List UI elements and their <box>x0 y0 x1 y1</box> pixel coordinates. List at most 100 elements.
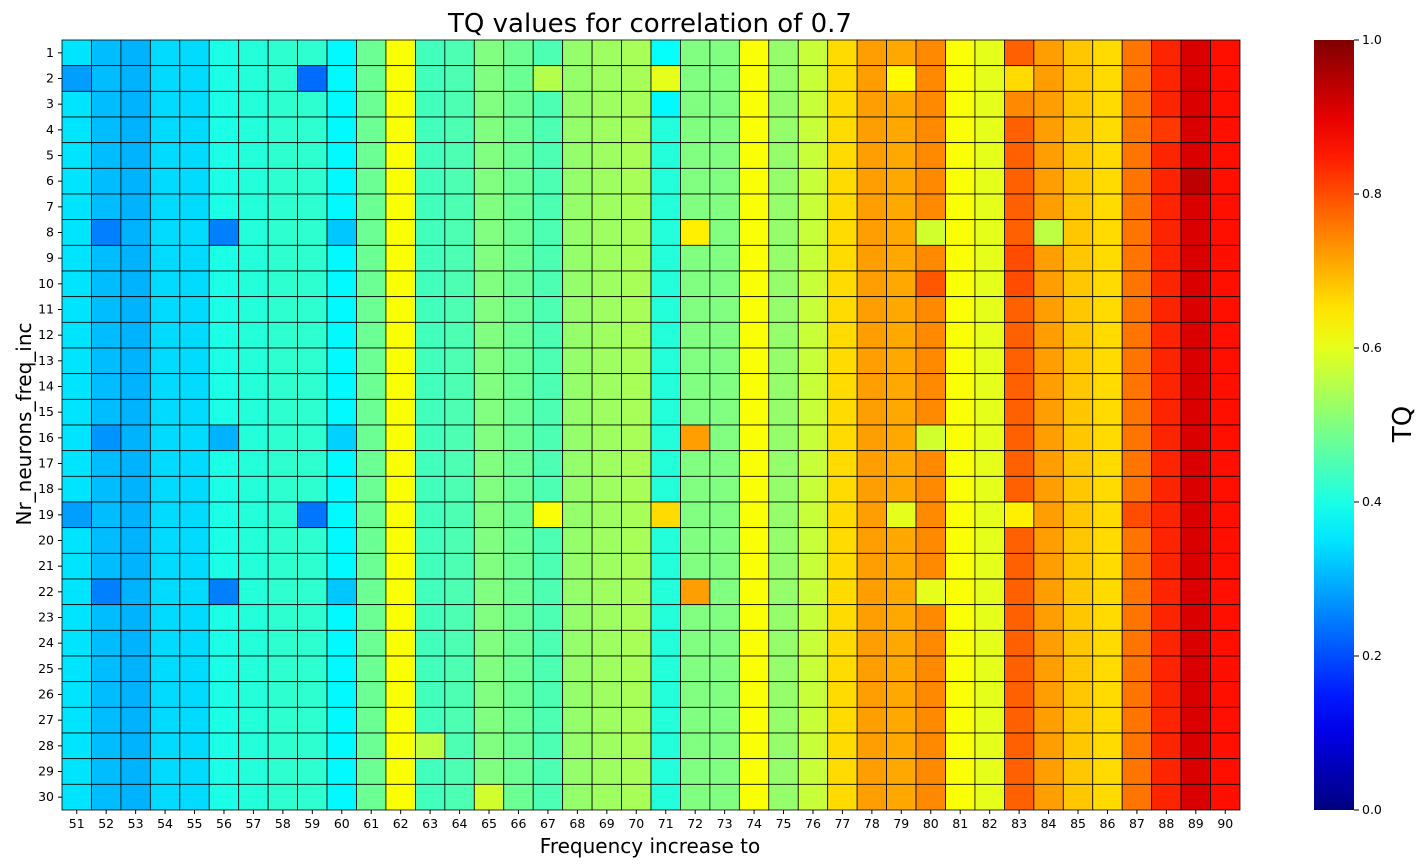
heatmap-cell <box>1121 373 1153 400</box>
heatmap-cell <box>709 732 740 760</box>
heatmap-cell <box>297 732 328 760</box>
heatmap-cell <box>238 501 269 529</box>
heatmap-cell <box>680 116 711 144</box>
y-tick-label: 16 <box>38 430 54 445</box>
heatmap-cell <box>297 681 328 708</box>
heatmap-cell <box>886 39 917 67</box>
y-tick-label: 30 <box>38 789 54 804</box>
heatmap-cell <box>385 681 416 708</box>
heatmap-cell <box>1062 219 1094 246</box>
heatmap-cell <box>738 142 770 169</box>
heatmap-cell <box>621 65 652 92</box>
y-tick-label: 15 <box>38 404 54 419</box>
heatmap-cell <box>326 398 357 426</box>
heatmap-cell <box>444 321 475 349</box>
heatmap-cell <box>238 142 269 169</box>
heatmap-cell <box>680 398 711 426</box>
heatmap-cell <box>267 706 298 734</box>
heatmap-cell <box>1180 373 1211 400</box>
heatmap-cell <box>1004 475 1035 503</box>
heatmap-cell <box>974 527 1005 554</box>
heatmap-cell <box>444 296 475 323</box>
heatmap-cell <box>414 373 446 400</box>
heatmap-cell <box>709 629 740 657</box>
heatmap-cell <box>326 321 357 349</box>
heatmap-cell <box>179 681 210 708</box>
heatmap-cell <box>1210 142 1241 169</box>
y-tick-label: 6 <box>46 173 54 188</box>
heatmap-cell <box>1062 450 1094 477</box>
heatmap-cell <box>709 296 740 323</box>
heatmap-cell <box>591 732 622 760</box>
heatmap-cell <box>974 244 1005 272</box>
heatmap-cell <box>385 142 416 169</box>
heatmap-cell <box>797 450 829 477</box>
heatmap-cell <box>1092 475 1123 503</box>
heatmap-cell <box>827 373 858 400</box>
heatmap-cell <box>680 706 711 734</box>
heatmap-cell <box>1004 758 1035 785</box>
heatmap-cell <box>1004 424 1035 452</box>
heatmap-cell <box>91 655 122 683</box>
heatmap-cell <box>179 167 210 195</box>
heatmap-cell <box>1092 39 1123 67</box>
heatmap-cell <box>179 475 210 503</box>
y-tick-label: 3 <box>46 96 54 111</box>
heatmap-cell <box>1151 373 1182 400</box>
heatmap-cell <box>1004 398 1035 426</box>
heatmap-cell <box>356 142 387 169</box>
heatmap-cell <box>1151 142 1182 169</box>
heatmap-cell <box>827 65 858 92</box>
heatmap-cell <box>61 706 92 734</box>
heatmap-cell <box>356 270 387 298</box>
colorbar-tick-label: 0.2 <box>1362 648 1382 663</box>
y-tick-label: 28 <box>38 738 54 753</box>
heatmap-cell <box>915 552 946 580</box>
heatmap-cell <box>621 783 652 811</box>
heatmap-cell <box>326 142 357 169</box>
heatmap-cell <box>1033 321 1064 349</box>
heatmap-cell <box>385 552 416 580</box>
heatmap-cell <box>473 398 505 426</box>
heatmap-cell <box>444 732 475 760</box>
heatmap-cell <box>915 758 946 785</box>
x-tick-label: 76 <box>805 816 821 831</box>
heatmap-cell <box>356 398 387 426</box>
heatmap-cell <box>1092 142 1123 169</box>
heatmap-cell <box>385 39 416 67</box>
heatmap-cell <box>532 347 564 375</box>
heatmap-cell <box>473 629 505 657</box>
heatmap-cell <box>945 244 976 272</box>
colorbar-tick-labels: 0.0 0.2 0.4 0.6 0.8 1.0 <box>1354 32 1382 817</box>
heatmap-cell <box>709 450 740 477</box>
heatmap-cell <box>768 270 799 298</box>
heatmap-cell <box>768 116 799 144</box>
heatmap-cell <box>444 475 475 503</box>
heatmap-cell <box>709 39 740 67</box>
heatmap-cell <box>61 655 92 683</box>
heatmap-cell <box>768 475 799 503</box>
y-tick-label: 27 <box>38 712 54 727</box>
heatmap-cell <box>297 783 328 811</box>
heatmap-cell <box>444 758 475 785</box>
heatmap-cell <box>444 604 475 631</box>
heatmap-cell <box>179 193 210 221</box>
heatmap-cell <box>797 296 829 323</box>
heatmap-cell <box>797 655 829 683</box>
heatmap-cell <box>473 167 505 195</box>
heatmap-cell <box>945 142 976 169</box>
heatmap-cell <box>1033 783 1064 811</box>
heatmap-cell <box>179 90 210 118</box>
heatmap-cell <box>562 501 593 529</box>
y-tick-label: 29 <box>38 764 54 779</box>
heatmap-cell <box>444 655 475 683</box>
heatmap-cell <box>915 270 946 298</box>
heatmap-cell <box>974 475 1005 503</box>
heatmap-cell <box>709 552 740 580</box>
heatmap-cell <box>945 655 976 683</box>
heatmap-cell <box>385 450 416 477</box>
heatmap-cell <box>1092 296 1123 323</box>
y-tick-label: 25 <box>38 661 54 676</box>
heatmap-cell <box>385 578 416 606</box>
heatmap-cell <box>149 296 181 323</box>
